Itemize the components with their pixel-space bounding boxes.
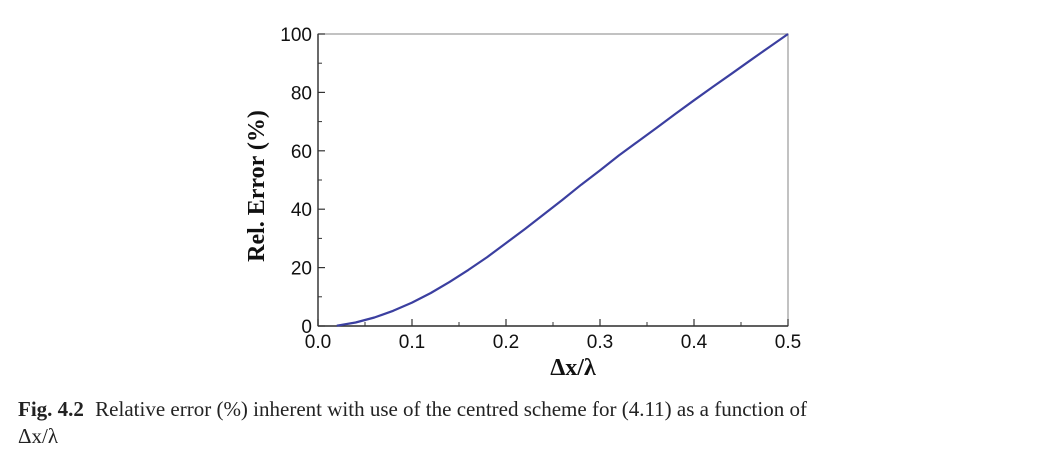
plot-axes xyxy=(317,33,789,327)
caption-math: Δx/λ xyxy=(18,424,59,448)
y-tick-label: 60 xyxy=(291,142,312,163)
data-series xyxy=(336,33,789,327)
plot-frame xyxy=(317,33,789,327)
figure-caption: Fig. 4.2 Relative error (%) inherent wit… xyxy=(18,396,1028,450)
x-tick-label: 0.2 xyxy=(493,332,519,353)
caption-text: Relative error (%) inherent with use of … xyxy=(95,397,807,421)
y-tick-label: 0 xyxy=(301,317,312,338)
x-tick-label: 0.0 xyxy=(305,332,331,353)
y-tick-label: 100 xyxy=(280,25,312,46)
y-tick-label: 80 xyxy=(291,83,312,104)
y-axis-label: Rel. Error (%) xyxy=(244,110,270,262)
x-tick-label: 0.4 xyxy=(681,332,708,353)
axis-ticks: 0.0 0.1 0.2 0.3 0.4 0.5 0 20 40 60 80 100 xyxy=(280,25,801,353)
x-axis-label: Δx/λ xyxy=(550,355,596,381)
x-tick-label: 0.1 xyxy=(399,332,425,353)
series-line xyxy=(336,33,789,327)
x-tick-label: 0.5 xyxy=(775,332,801,353)
line-chart: 0.0 0.1 0.2 0.3 0.4 0.5 0 20 40 60 80 100 Δx/λ Rel.… xyxy=(244,25,801,381)
x-tick-label: 0.3 xyxy=(587,332,613,353)
y-tick-label: 20 xyxy=(291,259,312,280)
y-tick-label: 40 xyxy=(291,200,312,221)
caption-label: Fig. 4.2 xyxy=(18,397,84,421)
